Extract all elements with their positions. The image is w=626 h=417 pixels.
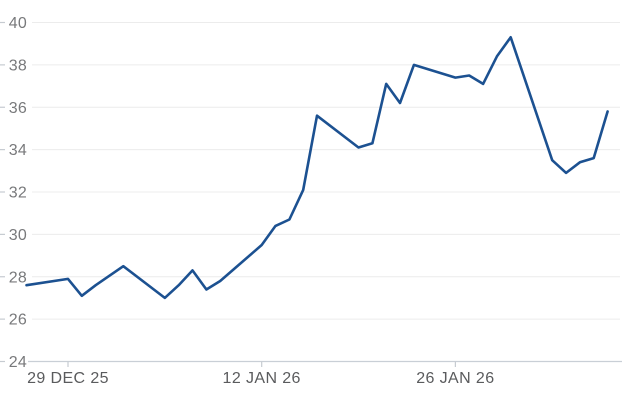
y-tick-label-38: 38: [9, 57, 27, 74]
price-line-series: [25, 35, 609, 300]
y-tick-label-26: 26: [9, 312, 27, 329]
y-tick-label-28: 28: [9, 269, 27, 286]
y-tick-label-36: 36: [9, 100, 27, 117]
y-tick-label-24: 24: [9, 354, 27, 371]
y-tick-label-34: 34: [9, 142, 27, 159]
x-tick-label: 29 DEC 25: [27, 370, 109, 387]
x-tick-label: 12 JAN 26: [223, 370, 301, 387]
y-tick-label-30: 30: [9, 227, 27, 244]
y-tick-label-32: 32: [9, 185, 27, 202]
y-tick-label-40: 40: [9, 15, 27, 32]
x-tick-label: 26 JAN 26: [416, 370, 494, 387]
